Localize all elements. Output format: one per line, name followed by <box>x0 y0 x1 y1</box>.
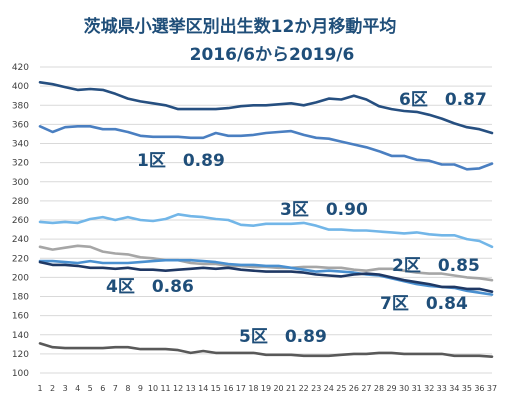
x-tick-label: 15 <box>211 384 221 393</box>
series-label-d6: 6区 0.87 <box>399 90 487 110</box>
x-tick-label: 6 <box>100 384 105 393</box>
y-tick-label: 100 <box>12 369 29 379</box>
series-line-d3 <box>38 213 494 249</box>
x-tick-label: 33 <box>437 384 447 393</box>
x-tick-label: 2 <box>50 384 55 393</box>
x-tick-label: 29 <box>386 384 396 393</box>
series-line-d1 <box>38 125 494 171</box>
x-tick-label: 37 <box>487 384 497 393</box>
x-tick-label: 3 <box>63 384 68 393</box>
y-tick-label: 240 <box>12 235 29 245</box>
x-tick-label: 21 <box>286 384 296 393</box>
x-tick-label: 32 <box>424 384 434 393</box>
x-tick-label: 20 <box>273 384 283 393</box>
x-tick-label: 27 <box>361 384 371 393</box>
series-label-d4: 4区 0.86 <box>106 277 194 297</box>
x-tick-label: 24 <box>324 384 334 393</box>
x-tick-label: 14 <box>198 384 208 393</box>
series-label-d7: 7区 0.84 <box>380 294 468 314</box>
x-tick-label: 25 <box>336 384 346 393</box>
series-label-d1: 1区 0.89 <box>137 151 225 171</box>
x-axis-ticks: 1 2 3 4 5 6 7 8 9 10 11 12 13 14 15 16 17 18 19 20 21 22 23 24 2… <box>37 384 497 393</box>
x-tick-label: 35 <box>462 384 472 393</box>
series-label-d5: 5区 0.89 <box>239 327 327 347</box>
x-tick-label: 23 <box>311 384 321 393</box>
x-tick-label: 16 <box>223 384 233 393</box>
y-tick-label: 120 <box>12 350 29 360</box>
x-tick-label: 34 <box>449 384 459 393</box>
y-tick-label: 380 <box>12 101 29 111</box>
y-tick-label: 400 <box>12 82 29 92</box>
x-tick-label: 1 <box>37 384 42 393</box>
x-tick-label: 30 <box>399 384 409 393</box>
x-tick-label: 18 <box>248 384 258 393</box>
y-tick-label: 180 <box>12 293 29 303</box>
x-tick-label: 11 <box>160 384 170 393</box>
x-tick-label: 28 <box>374 384 384 393</box>
x-tick-label: 31 <box>412 384 422 393</box>
x-tick-label: 4 <box>75 384 80 393</box>
x-tick-label: 26 <box>349 384 359 393</box>
x-tick-label: 8 <box>125 384 130 393</box>
y-tick-label: 340 <box>12 140 29 150</box>
x-tick-label: 9 <box>138 384 143 393</box>
y-tick-label: 260 <box>12 216 29 226</box>
y-tick-label: 300 <box>12 178 29 188</box>
chart-title-line2: 2016/6から2019/6 <box>190 45 355 65</box>
gridlines <box>40 66 492 374</box>
series-lines <box>38 81 494 359</box>
chart-title-line1: 茨城県小選挙区別出生数12か月移動平均 <box>84 16 397 37</box>
series-line-d7 <box>38 258 494 296</box>
x-tick-label: 5 <box>88 384 93 393</box>
x-tick-label: 22 <box>299 384 309 393</box>
y-tick-label: 200 <box>12 273 29 283</box>
series-label-d3: 3区 0.90 <box>280 200 368 220</box>
y-tick-label: 280 <box>12 197 29 207</box>
x-tick-label: 19 <box>261 384 271 393</box>
series-line-d6 <box>38 81 494 135</box>
y-axis-ticks: 100 120 140 160 180 200 220 240 260 280 300 320 340 3… <box>12 63 29 379</box>
y-tick-label: 140 <box>12 331 29 341</box>
y-tick-label: 160 <box>12 312 29 322</box>
x-tick-label: 13 <box>186 384 196 393</box>
x-tick-label: 12 <box>173 384 183 393</box>
x-tick-label: 36 <box>474 384 484 393</box>
y-tick-label: 220 <box>12 254 29 264</box>
y-tick-label: 320 <box>12 159 29 169</box>
y-tick-label: 360 <box>12 120 29 130</box>
x-tick-label: 10 <box>148 384 158 393</box>
series-label-d2: 2区 0.85 <box>392 256 480 276</box>
x-tick-label: 17 <box>236 384 246 393</box>
series-line-d5 <box>38 342 494 359</box>
y-tick-label: 420 <box>12 63 29 73</box>
x-tick-label: 7 <box>113 384 118 393</box>
series-line-d4 <box>38 260 494 294</box>
